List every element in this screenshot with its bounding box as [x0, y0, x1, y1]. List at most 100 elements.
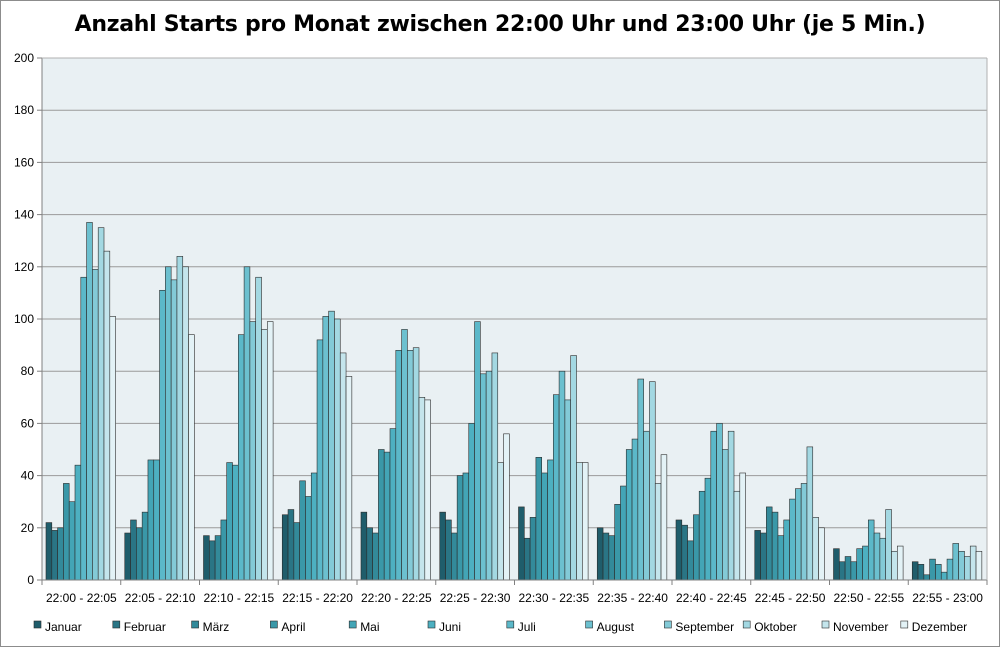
bar: [614, 504, 621, 581]
legend-label: August: [597, 620, 635, 634]
bar: [310, 472, 318, 581]
bar: [879, 537, 887, 581]
bar: [165, 266, 172, 581]
y-tick-label: 200: [14, 51, 34, 65]
bar: [940, 571, 948, 581]
bar: [923, 574, 930, 581]
bar: [249, 321, 256, 581]
bar: [407, 350, 414, 581]
bar: [771, 511, 779, 581]
bar: [103, 250, 111, 581]
bar: [716, 423, 723, 581]
bar: [958, 550, 965, 581]
bar: [552, 394, 560, 581]
bar: [383, 451, 391, 581]
legend-label: Juni: [439, 620, 461, 634]
bar: [602, 532, 610, 581]
legend-label: Oktober: [754, 620, 797, 634]
bar: [439, 511, 446, 581]
bar: [92, 269, 99, 581]
bar: [51, 530, 58, 581]
bar: [873, 532, 881, 581]
bar: [74, 464, 82, 581]
bar: [395, 350, 402, 581]
bar: [675, 519, 683, 581]
bar: [491, 352, 499, 581]
bar: [462, 472, 470, 581]
bar: [305, 496, 312, 581]
bar: [541, 472, 548, 581]
legend-label: Dezember: [912, 620, 967, 634]
bars: [45, 222, 983, 581]
bar: [80, 276, 87, 581]
bar: [964, 556, 971, 581]
bar: [170, 279, 178, 581]
bar: [733, 490, 741, 581]
x-tick-label: 22:40 - 22:45: [676, 591, 747, 605]
bar: [281, 514, 289, 581]
bar: [255, 276, 262, 581]
bar: [681, 524, 688, 581]
bar: [643, 430, 650, 581]
bar: [844, 556, 852, 581]
bar: [401, 329, 408, 581]
bar: [862, 545, 869, 581]
bar: [124, 532, 131, 581]
legend-label: Januar: [45, 620, 82, 634]
bar: [345, 376, 353, 581]
y-tick-label: 160: [14, 155, 34, 169]
y-tick-label: 60: [21, 416, 35, 430]
bar: [838, 561, 846, 581]
bar: [63, 483, 70, 581]
legend-swatch: [742, 620, 751, 629]
bar: [287, 509, 295, 581]
legend: Januar Februar März April Mai Juni Juli August S…: [33, 620, 967, 634]
bar: [159, 289, 166, 581]
bar: [946, 558, 954, 581]
x-tick-label: 22:30 - 22:35: [519, 591, 590, 605]
bar: [911, 561, 919, 581]
bar: [360, 511, 368, 581]
bar: [739, 472, 746, 581]
legend-swatch: [270, 620, 278, 629]
legend-swatch: [900, 620, 909, 629]
bar: [299, 480, 306, 581]
bar: [649, 381, 656, 581]
bar: [754, 530, 761, 581]
bar: [293, 522, 300, 581]
bar: [535, 457, 543, 581]
bar: [766, 506, 773, 581]
x-tick-label: 22:25 - 22:30: [440, 591, 511, 605]
legend-swatch: [33, 620, 42, 629]
bar: [339, 352, 347, 581]
bar: [777, 535, 785, 581]
legend-swatch: [821, 620, 830, 629]
x-tick-label: 22:00 - 22:05: [46, 591, 117, 605]
y-axis-ticks: 0 20 40 60 80 100 120 140 160 180 200: [14, 51, 42, 587]
bar: [378, 449, 385, 581]
bar: [503, 433, 510, 581]
bar: [45, 522, 53, 581]
bar: [727, 430, 735, 581]
bar: [698, 490, 706, 581]
bar: [334, 318, 341, 581]
legend-label: Februar: [124, 620, 166, 634]
bar: [637, 378, 644, 581]
bar: [480, 373, 487, 581]
legend-swatch: [348, 620, 357, 629]
legend-swatch: [664, 620, 672, 629]
bar: [316, 339, 324, 581]
bar: [975, 550, 983, 581]
bar: [445, 519, 452, 581]
bar: [833, 548, 840, 581]
bar: [850, 561, 858, 581]
bar: [596, 527, 604, 581]
bar: [147, 459, 155, 581]
x-tick-label: 22:50 - 22:55: [834, 591, 905, 605]
bar: [418, 396, 426, 581]
x-tick-label: 22:05 - 22:10: [125, 591, 196, 605]
legend-swatch: [506, 620, 515, 629]
bar: [818, 527, 825, 581]
bar: [322, 316, 329, 581]
bar: [704, 477, 712, 581]
